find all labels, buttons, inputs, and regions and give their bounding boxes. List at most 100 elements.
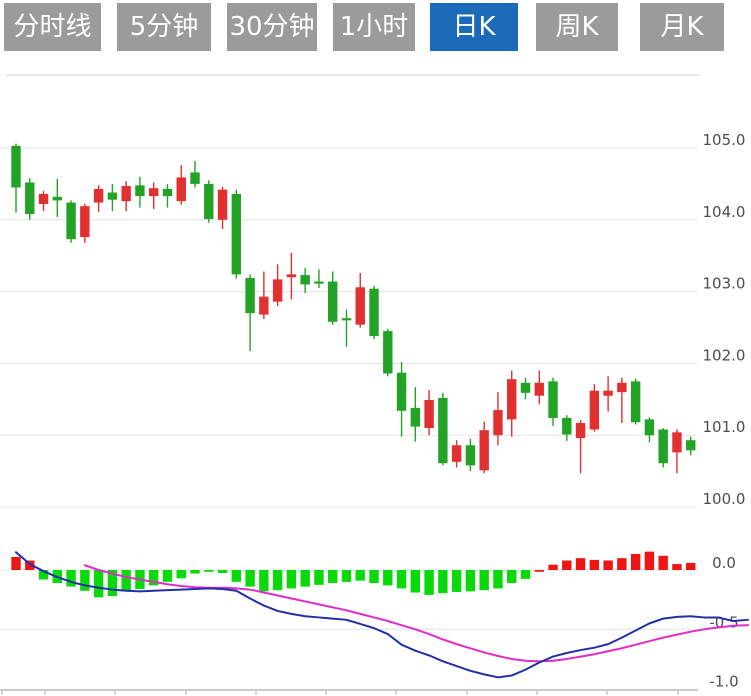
- macd-hist-bar: [162, 570, 173, 582]
- macd-hist-bar: [314, 570, 324, 585]
- macd-hist-bar: [493, 570, 503, 589]
- candle-body: [383, 331, 393, 374]
- macd-hist-bar: [369, 570, 379, 584]
- macd-hist-bar: [286, 570, 297, 589]
- candle-body: [204, 183, 214, 220]
- candle-body: [438, 397, 448, 464]
- candle-body: [479, 430, 489, 471]
- candle-body: [630, 381, 641, 423]
- candle-body: [589, 390, 600, 430]
- candle-body: [121, 186, 131, 202]
- candle-body: [658, 429, 668, 464]
- macd-hist-bar: [520, 570, 531, 579]
- macd-hist-bar: [424, 570, 434, 595]
- interval-tabbar: 分时线 5分钟 30分钟 1小时 日K 周K 月K: [0, 0, 751, 56]
- macd-hist-bar: [383, 570, 393, 586]
- macd-hist-bar: [507, 570, 517, 584]
- tab-monthly-k[interactable]: 月K: [640, 3, 724, 51]
- macd-hist-bar: [686, 562, 696, 570]
- macd-hist-bar: [672, 564, 682, 570]
- candle-body: [451, 445, 462, 462]
- macd-hist-bar: [328, 570, 338, 584]
- macd-hist-bar: [451, 570, 462, 592]
- candle-body: [80, 206, 90, 238]
- macd-hist-bar: [121, 570, 131, 592]
- macd-hist-bar: [149, 570, 159, 586]
- candle-body: [465, 445, 476, 466]
- macd-hist-bar: [658, 555, 668, 570]
- candle-body: [162, 188, 173, 197]
- candle-body: [493, 410, 503, 436]
- candle-body: [25, 182, 35, 215]
- macd-hist-bar: [300, 570, 310, 587]
- price-axis-label: 103.0: [703, 275, 746, 293]
- candle-body: [603, 390, 613, 396]
- dif-line: [15, 551, 749, 679]
- candle-body: [190, 172, 200, 184]
- candle-body: [507, 379, 517, 420]
- candle-body: [424, 400, 434, 429]
- dea-line: [83, 564, 749, 663]
- tab-weekly-k[interactable]: 周K: [536, 3, 618, 51]
- macd-hist-bar: [272, 570, 283, 591]
- candle-body: [259, 296, 269, 315]
- tab-timeline[interactable]: 分时线: [4, 3, 101, 51]
- tab-1hour[interactable]: 1小时: [333, 3, 415, 51]
- candle-body: [286, 274, 297, 278]
- macd-hist-bar: [217, 570, 228, 573]
- macd-hist-bar: [231, 570, 242, 582]
- candle-body: [686, 440, 696, 451]
- candle-body: [231, 193, 242, 275]
- candle-body: [328, 281, 338, 322]
- candle-body: [217, 189, 228, 220]
- candle-body: [245, 277, 255, 314]
- candle-body: [314, 281, 324, 284]
- macd-hist-bar: [355, 570, 365, 581]
- candle-body: [38, 193, 49, 205]
- candle-body: [355, 287, 365, 325]
- macd-hist-bar: [438, 570, 448, 594]
- macd-hist-bar: [630, 553, 641, 570]
- candle-body: [107, 192, 118, 200]
- macd-hist-bar: [617, 558, 627, 570]
- candle-body: [520, 382, 531, 393]
- candle-body: [149, 188, 159, 197]
- macd-hist-bar: [259, 570, 269, 592]
- candle-body: [300, 275, 310, 285]
- macd-hist-bar: [107, 570, 118, 597]
- candle-body: [93, 188, 104, 203]
- macd-hist-bar: [465, 570, 476, 592]
- macd-axis-label: -1.0: [709, 673, 738, 691]
- tab-daily-k[interactable]: 日K: [430, 3, 518, 51]
- macd-hist-bar: [396, 570, 407, 589]
- macd-hist-bar: [479, 570, 489, 591]
- macd-hist-bar: [589, 559, 600, 570]
- macd-hist-bar: [66, 570, 76, 587]
- macd-hist-bar: [603, 560, 613, 570]
- candle-body: [66, 202, 76, 240]
- macd-hist-bar: [534, 570, 544, 572]
- candle-body: [369, 288, 379, 337]
- macd-hist-bar: [562, 560, 572, 570]
- candle-body: [672, 432, 682, 453]
- price-axis-label: 102.0: [703, 346, 746, 364]
- candle-body: [548, 381, 558, 418]
- macd-hist-bar: [410, 570, 421, 593]
- macd-hist-bar: [644, 551, 655, 570]
- candle-body: [562, 417, 572, 435]
- candle-body: [644, 419, 655, 436]
- candle-body: [534, 382, 544, 396]
- macd-hist-bar: [341, 570, 352, 582]
- macd-hist-bar: [80, 570, 90, 591]
- tab-5min[interactable]: 5分钟: [117, 3, 211, 51]
- macd-hist-bar: [245, 570, 255, 587]
- candle-body: [135, 185, 145, 197]
- candle-body: [11, 145, 21, 188]
- price-axis-label: 104.0: [703, 203, 746, 221]
- macd-hist-bar: [11, 556, 21, 570]
- tab-30min[interactable]: 30分钟: [227, 3, 317, 51]
- price-axis-label: 101.0: [703, 418, 746, 436]
- candle-body: [410, 407, 421, 427]
